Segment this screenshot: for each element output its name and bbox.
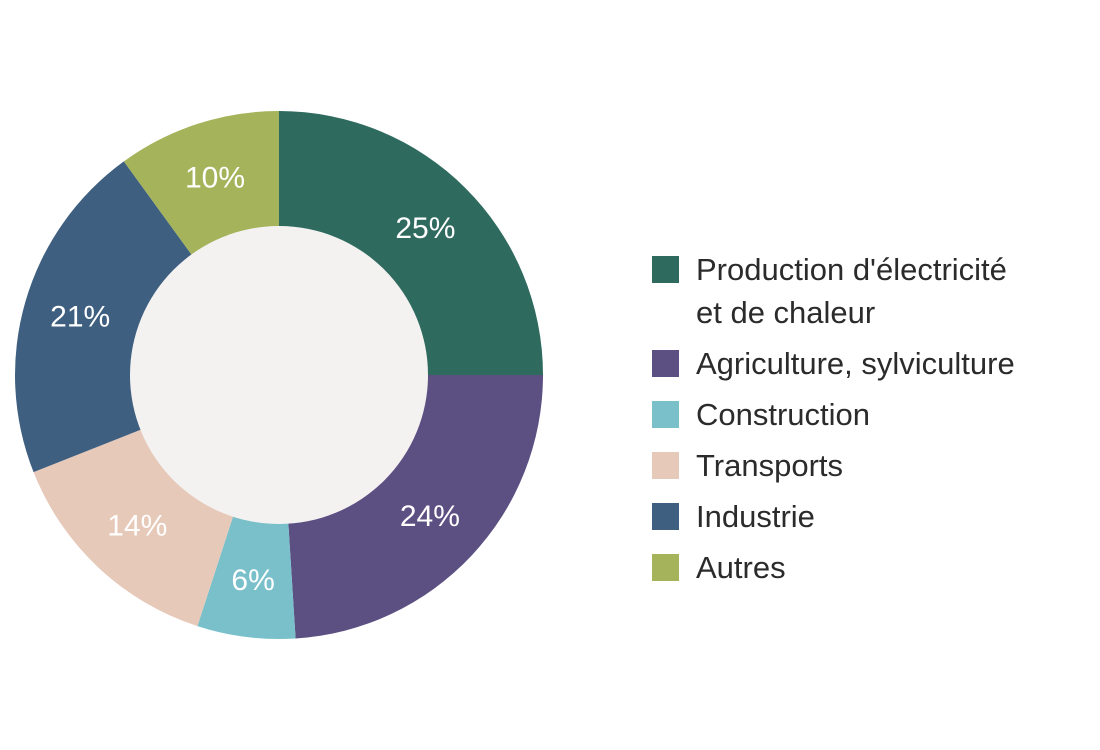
- legend-item: Construction: [652, 397, 870, 432]
- slice-value-label: 10%: [185, 162, 245, 195]
- legend-item: Production d'électricité et de chaleur: [652, 252, 1007, 330]
- legend-label: Autres: [696, 550, 786, 585]
- legend-item: Transports: [652, 448, 843, 483]
- slice-value-label: 6%: [231, 564, 274, 597]
- legend-label: Transports: [696, 448, 843, 483]
- legend-label: Industrie: [696, 499, 815, 534]
- legend-swatch: [652, 256, 679, 283]
- legend: Production d'électricité et de chaleur Agr…: [652, 252, 1015, 585]
- slice-labels: 25% 24% 6% 14% 21% 10%: [50, 162, 460, 597]
- legend-label: Construction: [696, 397, 870, 432]
- legend-swatch: [652, 554, 679, 581]
- legend-label: et de chaleur: [696, 295, 875, 330]
- legend-swatch: [652, 503, 679, 530]
- legend-label: Production d'électricité: [696, 252, 1007, 287]
- legend-item: Autres: [652, 550, 786, 585]
- slice-value-label: 14%: [107, 509, 167, 542]
- legend-item: Industrie: [652, 499, 815, 534]
- legend-label: Agriculture, sylviculture: [696, 346, 1015, 381]
- legend-swatch: [652, 401, 679, 428]
- legend-swatch: [652, 452, 679, 479]
- legend-item: Agriculture, sylviculture: [652, 346, 1015, 381]
- slice-value-label: 25%: [395, 212, 455, 245]
- donut-hole: [130, 226, 428, 524]
- legend-swatch: [652, 350, 679, 377]
- slice-value-label: 21%: [50, 301, 110, 334]
- slice-value-label: 24%: [400, 500, 460, 533]
